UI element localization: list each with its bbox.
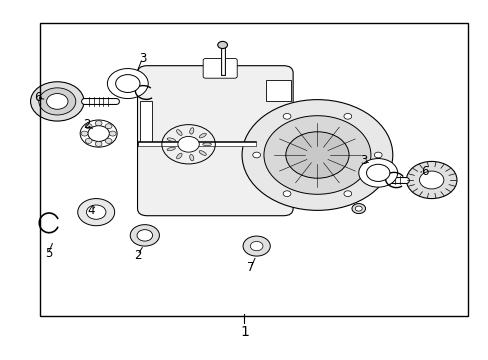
Circle shape — [116, 75, 140, 93]
Circle shape — [243, 236, 270, 256]
Bar — [40, 23, 467, 316]
Circle shape — [419, 171, 443, 189]
Text: 5: 5 — [45, 247, 52, 260]
Circle shape — [242, 100, 392, 210]
Circle shape — [285, 132, 348, 178]
Ellipse shape — [189, 128, 193, 134]
Text: 1: 1 — [240, 325, 248, 339]
Ellipse shape — [167, 147, 175, 150]
Circle shape — [39, 88, 76, 115]
Circle shape — [264, 116, 370, 194]
Circle shape — [78, 199, 115, 226]
Text: 2: 2 — [82, 118, 90, 131]
Circle shape — [30, 82, 84, 121]
Circle shape — [137, 230, 152, 241]
Circle shape — [105, 138, 112, 143]
Text: 4: 4 — [87, 204, 95, 217]
Circle shape — [178, 136, 199, 152]
Text: 7: 7 — [246, 261, 254, 274]
Circle shape — [283, 191, 290, 197]
Text: 3: 3 — [139, 52, 146, 65]
Ellipse shape — [202, 143, 211, 146]
Circle shape — [105, 124, 112, 129]
Circle shape — [355, 206, 362, 211]
Ellipse shape — [189, 154, 193, 161]
Ellipse shape — [167, 138, 175, 141]
Circle shape — [358, 158, 397, 187]
Circle shape — [107, 68, 148, 99]
Ellipse shape — [176, 153, 182, 159]
Bar — [140, 102, 152, 144]
Text: 6: 6 — [420, 165, 427, 177]
Circle shape — [366, 164, 389, 181]
Ellipse shape — [199, 133, 206, 138]
Circle shape — [88, 126, 109, 141]
Circle shape — [85, 124, 92, 129]
Circle shape — [80, 120, 117, 147]
Circle shape — [351, 203, 365, 213]
Circle shape — [46, 94, 68, 109]
Circle shape — [86, 205, 106, 219]
Circle shape — [81, 131, 88, 136]
Text: 6: 6 — [34, 91, 41, 104]
Ellipse shape — [199, 151, 206, 156]
Circle shape — [406, 161, 456, 199]
Circle shape — [95, 121, 102, 126]
Circle shape — [373, 152, 381, 158]
Circle shape — [250, 242, 263, 251]
Circle shape — [343, 113, 351, 119]
Circle shape — [283, 113, 290, 119]
Circle shape — [95, 141, 102, 147]
FancyBboxPatch shape — [137, 66, 292, 216]
Circle shape — [217, 41, 227, 49]
Circle shape — [252, 152, 260, 158]
Circle shape — [85, 138, 92, 143]
Ellipse shape — [176, 130, 182, 135]
Circle shape — [109, 131, 116, 136]
Circle shape — [130, 225, 159, 246]
FancyBboxPatch shape — [203, 59, 237, 78]
Circle shape — [343, 191, 351, 197]
Bar — [266, 80, 290, 102]
Text: 2: 2 — [134, 248, 141, 261]
Text: 3: 3 — [359, 154, 366, 167]
